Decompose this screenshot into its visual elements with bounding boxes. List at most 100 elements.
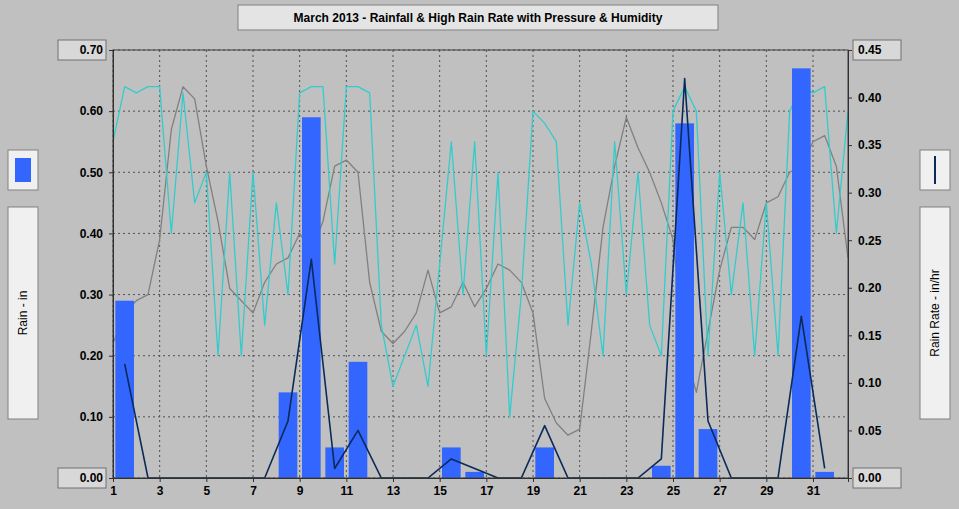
line (125, 79, 825, 478)
tick-label: 19 (527, 484, 541, 498)
tick-mark (393, 478, 394, 482)
tick-mark (109, 295, 113, 296)
tick-label: 7 (250, 484, 257, 498)
bar (815, 472, 834, 478)
grid-line-x (346, 50, 347, 478)
tick-label: 0.30 (858, 186, 882, 200)
grid-line-x (813, 50, 814, 478)
tick-mark (848, 145, 852, 146)
bar (652, 466, 671, 478)
tick-label: 0.70 (80, 43, 104, 57)
tick-label: 0.35 (858, 138, 882, 152)
grid-line-x (579, 50, 580, 478)
tick: 17 (480, 478, 494, 498)
tick-mark (848, 288, 852, 289)
tick: 5 (203, 478, 210, 498)
tick: 0.30 (80, 288, 113, 302)
tick: 0.00 (848, 471, 882, 485)
tick-label: 0.00 (80, 471, 104, 485)
grid (113, 50, 848, 478)
tick-mark (109, 417, 113, 418)
tick-label-box (853, 40, 901, 60)
tick-label-box (853, 468, 901, 488)
tick-label: 11 (340, 484, 353, 498)
tick: 3 (157, 478, 164, 498)
bar (349, 362, 368, 478)
tick: 0.30 (848, 186, 882, 200)
tick-mark (440, 478, 441, 482)
grid-line-y (113, 294, 848, 295)
tick: 0.20 (848, 281, 882, 295)
tick: 0.45 (848, 43, 882, 57)
data-area (113, 68, 848, 478)
tick-label: 0.00 (858, 471, 882, 485)
tick-mark (848, 50, 852, 51)
chart-svg: March 2013 - Rainfall & High Rain Rate w… (0, 0, 959, 509)
tick: 25 (667, 478, 681, 498)
bar (442, 447, 461, 478)
tick: 19 (527, 478, 541, 498)
tick-mark (109, 111, 113, 112)
tick-label: 0.45 (858, 43, 882, 57)
tick-mark (206, 478, 207, 482)
tick: 1 (110, 478, 117, 498)
tick: 0.20 (80, 349, 113, 363)
tick: 23 (620, 478, 634, 498)
tick: 21 (573, 478, 587, 498)
bar (302, 117, 321, 478)
tick: 0.70 (80, 43, 113, 57)
tick-mark (848, 383, 852, 384)
tick-mark (848, 430, 852, 431)
tick-label: 0.40 (80, 227, 104, 241)
tick-label: 0.50 (80, 166, 104, 180)
tick-mark (813, 478, 814, 482)
grid-line-y (113, 355, 848, 356)
tick: 0.35 (848, 138, 882, 152)
tick: 0.15 (848, 329, 882, 343)
tick: 7 (250, 478, 257, 498)
tick-label: 3 (157, 484, 164, 498)
tick-mark (486, 478, 487, 482)
tick: 0.10 (80, 410, 113, 424)
tick-label: 29 (760, 484, 774, 498)
tick-label-box (58, 468, 106, 488)
tick-mark (766, 478, 767, 482)
grid-line-x (299, 50, 300, 478)
tick-mark (346, 478, 347, 482)
tick-label: 0.10 (80, 410, 104, 424)
tick: 0.50 (80, 166, 113, 180)
tick-label: 15 (433, 484, 447, 498)
axis: 135791113151719212325272931 (110, 478, 848, 498)
bar (535, 447, 554, 478)
tick-label: 0.20 (858, 281, 882, 295)
axis-line (849, 51, 853, 479)
tick-label: 9 (297, 484, 304, 498)
tick-mark (720, 478, 721, 482)
title: March 2013 - Rainfall & High Rain Rate w… (294, 11, 663, 25)
axis-title: Rain Rate - in/hr (928, 269, 942, 356)
grid-line-x (766, 50, 767, 478)
tick-label: 0.10 (858, 376, 882, 390)
grid-line-x (253, 50, 254, 478)
tick: 15 (433, 478, 447, 498)
tick-mark (253, 478, 254, 482)
tick-label: 13 (387, 484, 401, 498)
tick: 0.00 (80, 471, 113, 485)
line (113, 87, 848, 436)
tick: 0.25 (848, 234, 882, 248)
tick-mark (160, 478, 161, 482)
tick-mark (848, 335, 852, 336)
grid-line-y (113, 233, 848, 234)
grid-line-x (486, 50, 487, 478)
tick-mark (673, 478, 674, 482)
tick-mark (109, 478, 113, 479)
tick-label: 25 (667, 484, 681, 498)
legend-box (8, 150, 38, 190)
bar (792, 68, 811, 478)
axis-title-box (8, 207, 38, 419)
grid-line-x (206, 50, 207, 478)
legend-icon (934, 156, 936, 184)
tick-label: 0.05 (858, 424, 882, 438)
background (0, 0, 959, 509)
tick-mark (300, 478, 301, 482)
